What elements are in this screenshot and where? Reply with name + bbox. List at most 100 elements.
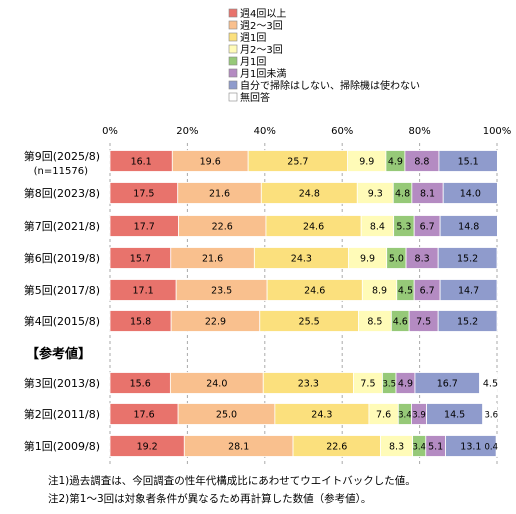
data-label: 17.7: [134, 222, 155, 233]
data-label: 8.4: [370, 222, 385, 233]
data-label: 15.2: [457, 254, 478, 265]
data-label: 25.0: [216, 410, 237, 421]
data-label: 24.6: [303, 222, 324, 233]
data-label: 13.1: [460, 442, 481, 453]
row-label: 第4回(2015/8): [24, 314, 100, 328]
row-sublabel: (n=11576): [34, 166, 88, 177]
data-label: 8.9: [372, 286, 387, 297]
data-label: 22.6: [326, 442, 347, 453]
group-header: 【参考値】: [26, 346, 91, 362]
data-label: 24.6: [304, 286, 325, 297]
data-label: 15.1: [458, 157, 479, 168]
row-label: 第6回(2019/8): [24, 251, 100, 265]
x-tick-label: 60%: [331, 126, 353, 137]
data-label: 15.2: [457, 317, 478, 328]
legend-swatch: [228, 32, 238, 42]
data-label: 4.9: [398, 379, 413, 390]
bar-segment: [495, 435, 499, 457]
data-label: 14.7: [458, 286, 479, 297]
data-label: 19.2: [137, 442, 158, 453]
data-label: 25.7: [287, 157, 308, 168]
data-label: 8.3: [389, 442, 404, 453]
data-label: 8.3: [415, 254, 430, 265]
x-tick-label: 80%: [408, 126, 430, 137]
data-label: 19.6: [200, 157, 221, 168]
data-label: 25.5: [299, 317, 320, 328]
row-label: 第3回(2013/8): [24, 376, 100, 390]
row-label: 第9回(2025/8): [24, 149, 100, 163]
legend-swatch: [228, 8, 238, 18]
data-label: 22.6: [212, 222, 233, 233]
bars: 16.1 19.6 25.7 9.9 4.9 8.8 15.1 17.5 21.6 24.8 9.3…: [109, 150, 499, 457]
legend-swatch: [228, 44, 238, 54]
data-label: 3.6: [484, 411, 498, 421]
data-label: 24.3: [311, 410, 332, 421]
data-label: 4.8: [395, 189, 410, 200]
row-label: 第7回(2021/8): [24, 219, 100, 233]
data-label: 6.7: [420, 222, 435, 233]
bar-segment: [438, 150, 498, 172]
legend-label: 月1回未満: [240, 68, 286, 80]
bar-segment: [439, 279, 498, 301]
data-label: 4.6: [393, 317, 408, 328]
x-tick-label: 0%: [102, 126, 118, 137]
note-2: 注2)第1～3回は対象者条件が異なるため再計算した数値（参考値）。: [48, 492, 371, 505]
data-label: 17.1: [133, 286, 154, 297]
data-label: 9.9: [359, 157, 374, 168]
data-label: 8.5: [367, 317, 382, 328]
legend-label: 月2～3回: [240, 44, 283, 56]
data-label: 7.5: [360, 379, 375, 390]
data-label: 21.6: [209, 189, 230, 200]
data-label: 23.3: [298, 379, 319, 390]
data-label: 21.6: [202, 254, 223, 265]
data-label: 14.5: [444, 410, 465, 421]
data-label: 4.5: [483, 379, 498, 390]
row-labels: 第9回(2025/8) (n=11576) 第8回(2023/8) 第7回(2021/…: [24, 149, 100, 453]
data-label: 9.9: [360, 254, 375, 265]
data-label: 0.4: [484, 443, 498, 453]
row-label: 第2回(2011/8): [24, 407, 100, 421]
data-label: 9.3: [368, 189, 383, 200]
legend-swatch: [228, 56, 238, 66]
data-label: 4.9: [388, 157, 403, 168]
legend-label: 週4回以上: [240, 8, 286, 20]
data-label: 17.6: [133, 410, 154, 421]
data-label: 24.3: [291, 254, 312, 265]
legend-swatch: [228, 80, 238, 90]
bar-segment: [437, 247, 498, 269]
bar-segment: [482, 403, 498, 425]
data-label: 28.1: [228, 442, 249, 453]
row-label: 第8回(2023/8): [24, 186, 100, 200]
data-label: 5.0: [389, 254, 404, 265]
bar-segment: [439, 215, 498, 237]
data-label: 15.7: [130, 254, 151, 265]
bar-segment: [479, 372, 498, 394]
data-label: 6.7: [420, 286, 435, 297]
data-label: 15.8: [130, 317, 151, 328]
legend-label: 月1回: [240, 56, 266, 68]
x-axis-ticks: 0% 20% 40% 60% 80% 100%: [102, 126, 511, 137]
data-label: 4.5: [398, 286, 413, 297]
note-1: 注1)過去調査は、今回調査の性年代構成比にあわせてウエイトバックした値。: [48, 474, 416, 487]
data-label: 23.5: [211, 286, 232, 297]
data-label: 24.0: [206, 379, 227, 390]
legend-label: 週2～3回: [240, 20, 283, 32]
legend-label: 無回答: [240, 91, 270, 104]
x-tick-label: 40%: [254, 126, 276, 137]
data-label: 16.1: [131, 157, 152, 168]
data-label: 16.7: [437, 379, 458, 390]
data-label: 7.5: [416, 317, 431, 328]
data-label: 3.9: [412, 411, 426, 421]
data-label: 14.0: [460, 189, 481, 200]
legend-label: 自分で掃除はしない、掃除機は使わない: [240, 79, 420, 92]
data-label: 7.6: [376, 410, 391, 421]
data-label: 5.3: [396, 222, 411, 233]
x-tick-label: 100%: [483, 126, 512, 137]
legend-swatch: [228, 20, 238, 30]
legend-swatch: [228, 92, 238, 102]
data-label: 5.1: [428, 442, 443, 453]
bar-segment: [437, 310, 498, 332]
data-label: 3.4: [398, 411, 412, 421]
data-label: 17.5: [133, 189, 154, 200]
